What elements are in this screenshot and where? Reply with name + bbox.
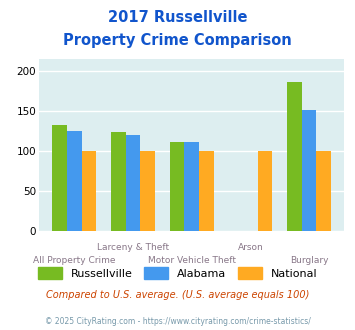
Text: Motor Vehicle Theft: Motor Vehicle Theft bbox=[148, 256, 236, 265]
Text: Compared to U.S. average. (U.S. average equals 100): Compared to U.S. average. (U.S. average … bbox=[46, 290, 309, 300]
Bar bbox=[302, 111, 316, 231]
Text: Burglary: Burglary bbox=[290, 256, 328, 265]
Bar bbox=[170, 142, 184, 231]
Bar bbox=[140, 151, 155, 231]
Bar bbox=[52, 125, 67, 231]
Bar bbox=[67, 131, 82, 231]
Bar bbox=[184, 142, 199, 231]
Bar bbox=[82, 151, 96, 231]
Text: Property Crime Comparison: Property Crime Comparison bbox=[63, 33, 292, 48]
Bar bbox=[258, 151, 272, 231]
Text: All Property Crime: All Property Crime bbox=[33, 256, 115, 265]
Bar bbox=[199, 151, 214, 231]
Text: Larceny & Theft: Larceny & Theft bbox=[97, 243, 169, 251]
Bar bbox=[111, 132, 126, 231]
Bar bbox=[316, 151, 331, 231]
Bar bbox=[287, 82, 302, 231]
Text: Arson: Arson bbox=[237, 243, 263, 251]
Text: 2017 Russellville: 2017 Russellville bbox=[108, 10, 247, 25]
Bar bbox=[126, 135, 140, 231]
Text: © 2025 CityRating.com - https://www.cityrating.com/crime-statistics/: © 2025 CityRating.com - https://www.city… bbox=[45, 317, 310, 326]
Legend: Russellville, Alabama, National: Russellville, Alabama, National bbox=[33, 263, 322, 283]
